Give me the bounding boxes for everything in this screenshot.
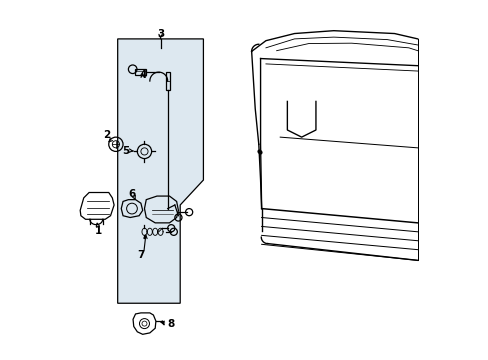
Text: 5: 5 [122,146,129,156]
Text: 7: 7 [137,250,144,260]
Text: 8: 8 [167,319,175,329]
Text: 1: 1 [94,226,102,236]
Text: 6: 6 [128,189,135,199]
Text: 3: 3 [157,28,164,39]
Text: 4: 4 [139,69,146,80]
Polygon shape [118,39,203,303]
Bar [165,72,169,90]
Bar [135,69,145,75]
Text: 2: 2 [103,130,110,140]
